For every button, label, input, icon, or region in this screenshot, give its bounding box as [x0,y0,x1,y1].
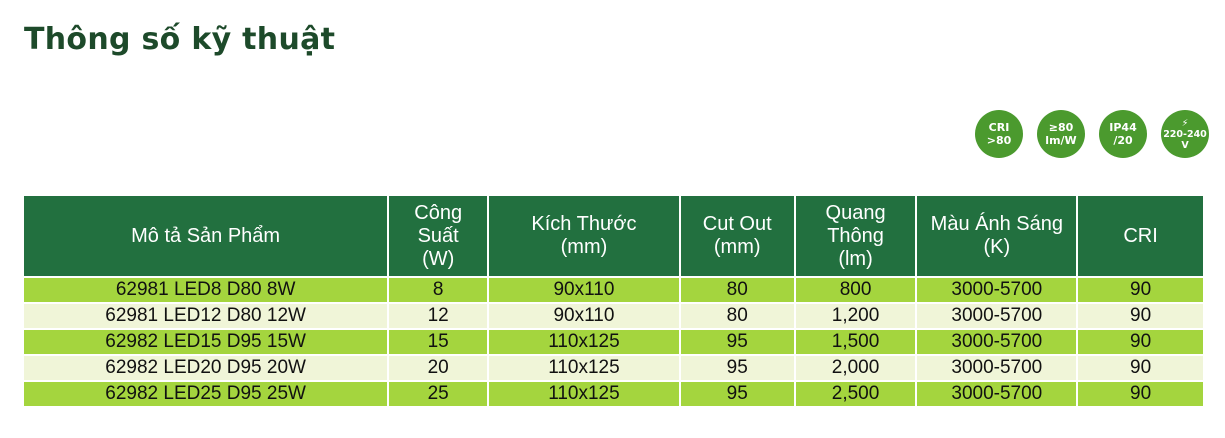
table-cell: 95 [678,354,796,382]
table-cell: 110x125 [487,328,681,356]
column-header: Kích Thước (mm) [487,194,681,278]
column-header: Màu Ánh Sáng (K) [915,194,1079,278]
page-title: Thông số kỹ thuật [24,22,336,57]
table-row: 62982 LED20 D95 20W 20 110x125 95 2,000 3000-… [21,354,1205,382]
table-cell: 110x125 [487,380,681,408]
table-cell: 90x110 [487,276,681,304]
table-cell: 62981 LED8 D80 8W [21,276,390,304]
feature-badges: CRI >80 ≥80 lm/W IP44/20 ⚡ 220-240 V [975,110,1209,158]
table-cell: 3000-5700 [915,380,1079,408]
table-cell: 1,500 [793,328,918,356]
table-cell: 80 [678,302,796,330]
efficacy-icon: ≥80 lm/W [1037,110,1085,158]
table-cell: 20 [387,354,490,382]
table-cell: 110x125 [487,354,681,382]
ip-rating-icon: IP44/20 [1099,110,1147,158]
voltage-icon: ⚡ 220-240 V [1161,110,1209,158]
table-cell: 95 [678,380,796,408]
table-cell: 90x110 [487,302,681,330]
column-header: Quang Thông (lm) [793,194,918,278]
table-row: 62982 LED25 D95 25W 25 110x125 95 2,500 3000-… [21,380,1205,408]
table-cell: 15 [387,328,490,356]
cri-icon: CRI >80 [975,110,1023,158]
table-cell: 95 [678,328,796,356]
table-row: 62982 LED15 D95 15W 15 110x125 95 1,500 3000-… [21,328,1205,356]
table-cell: 2,500 [793,380,918,408]
table-cell: 90 [1076,276,1205,304]
table-cell: 62982 LED15 D95 15W [21,328,390,356]
table-row: 62981 LED8 D80 8W 8 90x110 80 800 3000-5700 90 [21,276,1205,304]
table-cell: 62982 LED25 D95 25W [21,380,390,408]
table-cell: 90 [1076,328,1205,356]
table-cell: 3000-5700 [915,302,1079,330]
table-cell: 90 [1076,354,1205,382]
lightning-icon: ⚡ [1181,117,1189,129]
column-header: Mô tả Sản Phẩm [21,194,390,278]
table-cell: 90 [1076,302,1205,330]
column-header: CRI [1076,194,1205,278]
table-row: 62981 LED12 D80 12W 12 90x110 80 1,200 3000-5… [21,302,1205,330]
table-cell: 25 [387,380,490,408]
table-cell: 62981 LED12 D80 12W [21,302,390,330]
table-cell: 2,000 [793,354,918,382]
table-cell: 80 [678,276,796,304]
table-cell: 3000-5700 [915,328,1079,356]
table-cell: 90 [1076,380,1205,408]
column-header: Cut Out (mm) [678,194,796,278]
table-cell: 1,200 [793,302,918,330]
table-cell: 62982 LED20 D95 20W [21,354,390,382]
table-cell: 12 [387,302,490,330]
column-header: Công Suất (W) [387,194,490,278]
table-cell: 3000-5700 [915,276,1079,304]
table-cell: 800 [793,276,918,304]
table-cell: 8 [387,276,490,304]
spec-table: Mô tả Sản Phẩm Công Suất (W) Kích Thước (mm) C… [21,194,1205,408]
table-cell: 3000-5700 [915,354,1079,382]
